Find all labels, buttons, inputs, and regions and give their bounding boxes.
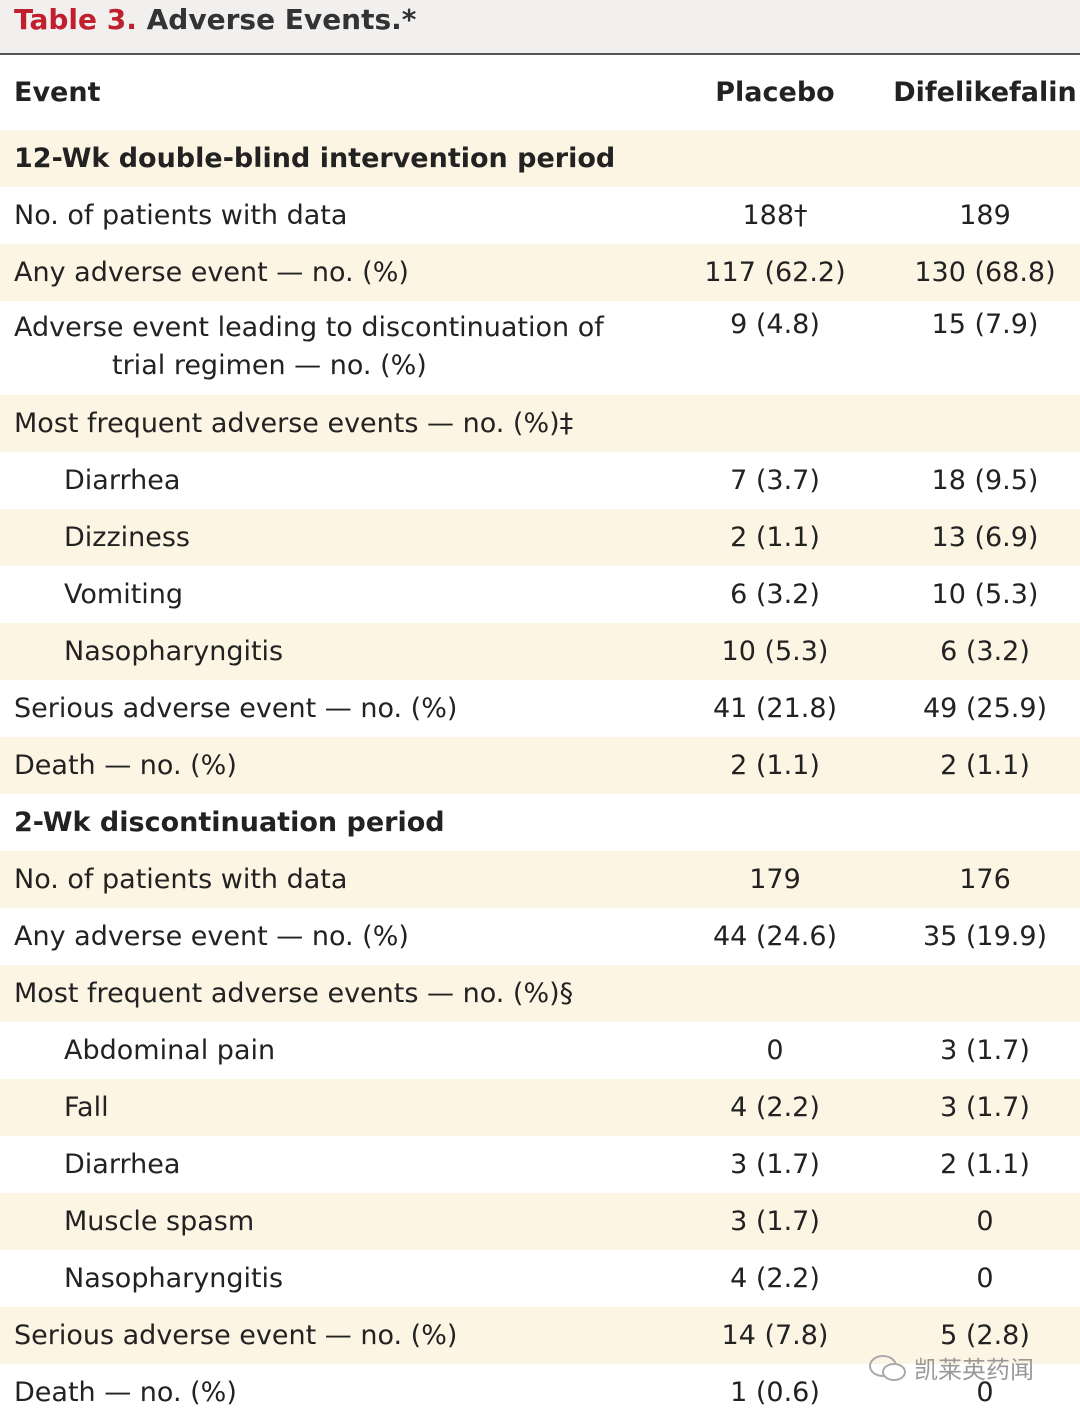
- difelikefalin-cell: 5 (2.8): [940, 1320, 1030, 1351]
- table-number: Table 3.: [14, 3, 137, 36]
- difelikefalin-cell: 0: [976, 1377, 994, 1408]
- difelikefalin-cell: 176: [959, 864, 1011, 895]
- column-header: Event: [14, 77, 101, 108]
- event-cell: Diarrhea: [64, 465, 181, 496]
- placebo-cell: 4 (2.2): [730, 1092, 820, 1123]
- event-cell: Most frequent adverse events — no. (%)‡: [14, 408, 574, 439]
- table-row: Muscle spasm 3 (1.7) 0: [0, 1193, 1080, 1250]
- table-row: Vomiting 6 (3.2) 10 (5.3): [0, 566, 1080, 623]
- difelikefalin-cell: 49 (25.9): [922, 693, 1048, 724]
- event-cell: Any adverse event — no. (%): [14, 921, 409, 952]
- event-cell: Vomiting: [64, 579, 184, 610]
- placebo-cell: 3 (1.7): [730, 1206, 820, 1237]
- placebo-cell: 179: [749, 864, 801, 895]
- difelikefalin-cell: 2 (1.1): [940, 1149, 1030, 1180]
- table-row: Serious adverse event — no. (%) 14 (7.8) 5…: [0, 1307, 1080, 1364]
- table-row: Most frequent adverse events — no. (%)‡: [0, 395, 1080, 452]
- placebo-cell: 6 (3.2): [730, 579, 820, 610]
- watermark: 凯莱英药闻: [868, 1350, 1034, 1385]
- difelikefalin-cell: 2 (1.1): [940, 750, 1030, 781]
- event-cell: Serious adverse event — no. (%): [14, 1320, 458, 1351]
- difelikefalin-cell: 13 (6.9): [931, 522, 1039, 553]
- table-row: No. of patients with data 179 176: [0, 851, 1080, 908]
- table-row: Any adverse event — no. (%) 117 (62.2) 130…: [0, 244, 1080, 301]
- event-cell: No. of patients with data: [14, 864, 348, 895]
- table-row: Diarrhea 3 (1.7) 2 (1.1): [0, 1136, 1080, 1193]
- placebo-cell: 188†: [742, 200, 808, 231]
- event-cell: Abdominal pain: [64, 1035, 276, 1066]
- difelikefalin-cell: 189: [959, 200, 1011, 231]
- placebo-cell: 0: [766, 1035, 784, 1066]
- event-cell: Diarrhea: [64, 1149, 181, 1180]
- placebo-cell: 2 (1.1): [730, 750, 820, 781]
- event-cell: Adverse event leading to discontinuation…: [14, 312, 604, 381]
- placebo-cell: 3 (1.7): [730, 1149, 820, 1180]
- placebo-cell: 10 (5.3): [721, 636, 829, 667]
- table-row: 2-Wk discontinuation period: [0, 794, 1080, 851]
- section-title: 12-Wk double-blind intervention period: [14, 143, 616, 174]
- table-title: Table 3. Adverse Events.*: [0, 0, 1080, 55]
- event-cell: Fall: [64, 1092, 109, 1123]
- difelikefalin-cell: 0: [976, 1263, 994, 1294]
- difelikefalin-cell: 15 (7.9): [931, 309, 1039, 340]
- table-name: Adverse Events.*: [146, 3, 417, 36]
- event-cell: Most frequent adverse events — no. (%)§: [14, 978, 574, 1009]
- event-cell: Death — no. (%): [14, 750, 237, 781]
- placebo-cell: 4 (2.2): [730, 1263, 820, 1294]
- event-cell: Muscle spasm: [64, 1206, 255, 1237]
- table-body: 12-Wk double-blind intervention period No…: [0, 130, 1080, 1421]
- event-cell: Nasopharyngitis: [64, 1263, 284, 1294]
- event-cell: Serious adverse event — no. (%): [14, 693, 458, 724]
- table-row: Dizziness 2 (1.1) 13 (6.9): [0, 509, 1080, 566]
- table-row: Nasopharyngitis 4 (2.2) 0: [0, 1250, 1080, 1307]
- table-row: Nasopharyngitis 10 (5.3) 6 (3.2): [0, 623, 1080, 680]
- difelikefalin-cell: 3 (1.7): [940, 1035, 1030, 1066]
- difelikefalin-cell: 6 (3.2): [940, 636, 1030, 667]
- watermark-text: 凯莱英药闻: [914, 1356, 1034, 1384]
- difelikefalin-cell: 130 (68.8): [914, 257, 1056, 288]
- placebo-cell: 2 (1.1): [730, 522, 820, 553]
- column-header: Placebo: [715, 77, 835, 108]
- section-title: 2-Wk discontinuation period: [14, 807, 445, 838]
- event-cell: Death — no. (%): [14, 1377, 237, 1408]
- event-cell: Any adverse event — no. (%): [14, 257, 409, 288]
- difelikefalin-cell: 0: [976, 1206, 994, 1237]
- placebo-cell: 1 (0.6): [730, 1377, 820, 1408]
- table-row: Diarrhea 7 (3.7) 18 (9.5): [0, 452, 1080, 509]
- placebo-cell: 41 (21.8): [712, 693, 838, 724]
- table-row: Death — no. (%) 2 (1.1) 2 (1.1): [0, 737, 1080, 794]
- placebo-cell: 9 (4.8): [730, 309, 820, 340]
- table-row: 12-Wk double-blind intervention period: [0, 130, 1080, 187]
- event-cell: No. of patients with data: [14, 200, 348, 231]
- table-row: Most frequent adverse events — no. (%)§: [0, 965, 1080, 1022]
- difelikefalin-cell: 10 (5.3): [931, 579, 1039, 610]
- placebo-cell: 14 (7.8): [721, 1320, 829, 1351]
- table-row: Death — no. (%) 1 (0.6) 0: [0, 1364, 1080, 1421]
- difelikefalin-cell: 18 (9.5): [931, 465, 1039, 496]
- difelikefalin-cell: 35 (19.9): [922, 921, 1048, 952]
- difelikefalin-cell: 3 (1.7): [940, 1092, 1030, 1123]
- event-cell: Nasopharyngitis: [64, 636, 284, 667]
- table-row: Any adverse event — no. (%) 44 (24.6) 35 (…: [0, 908, 1080, 965]
- table-row: Fall 4 (2.2) 3 (1.7): [0, 1079, 1080, 1136]
- table-row: Adverse event leading to discontinuation…: [0, 301, 1080, 395]
- event-cell: Dizziness: [64, 522, 190, 553]
- table-row: No. of patients with data 188† 189: [0, 187, 1080, 244]
- header-row: Event Placebo Difelikefalin: [0, 55, 1080, 130]
- placebo-cell: 117 (62.2): [704, 257, 846, 288]
- table-row: Abdominal pain 0 3 (1.7): [0, 1022, 1080, 1079]
- table-row: Serious adverse event — no. (%) 41 (21.8)…: [0, 680, 1080, 737]
- wechat-icon: [869, 1354, 906, 1381]
- column-header: Difelikefalin: [893, 77, 1077, 108]
- placebo-cell: 44 (24.6): [712, 921, 838, 952]
- placebo-cell: 7 (3.7): [730, 465, 820, 496]
